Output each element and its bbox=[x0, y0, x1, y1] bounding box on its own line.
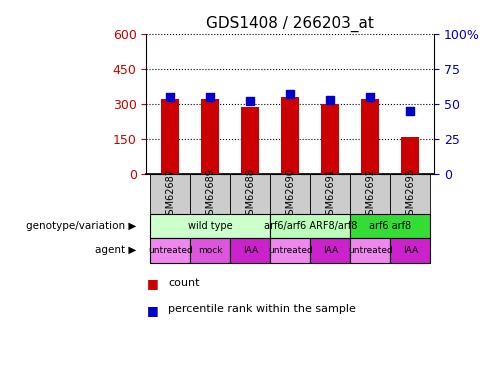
Bar bbox=[230, 174, 270, 214]
Point bbox=[166, 94, 174, 100]
Bar bbox=[242, 108, 259, 174]
Bar bbox=[282, 98, 299, 174]
Bar bbox=[190, 238, 230, 262]
Text: mock: mock bbox=[198, 246, 223, 255]
Bar bbox=[270, 238, 310, 262]
Text: arf6/arf6 ARF8/arf8: arf6/arf6 ARF8/arf8 bbox=[264, 221, 357, 231]
Text: GSM62692: GSM62692 bbox=[366, 168, 375, 221]
Point bbox=[326, 97, 334, 103]
Text: GSM62693: GSM62693 bbox=[406, 168, 415, 221]
Point bbox=[246, 98, 254, 104]
Text: arf6 arf8: arf6 arf8 bbox=[369, 221, 411, 231]
Text: ■: ■ bbox=[146, 304, 158, 317]
Text: GSM62691: GSM62691 bbox=[325, 168, 335, 221]
Text: genotype/variation ▶: genotype/variation ▶ bbox=[26, 221, 137, 231]
Bar bbox=[390, 174, 430, 214]
Text: percentile rank within the sample: percentile rank within the sample bbox=[168, 304, 356, 314]
Title: GDS1408 / 266203_at: GDS1408 / 266203_at bbox=[206, 16, 374, 32]
Point bbox=[286, 91, 294, 97]
Point bbox=[407, 108, 414, 114]
Bar bbox=[350, 214, 430, 238]
Point bbox=[366, 94, 374, 100]
Bar bbox=[361, 99, 379, 174]
Point bbox=[206, 94, 214, 100]
Bar bbox=[190, 174, 230, 214]
Text: IAA: IAA bbox=[243, 246, 258, 255]
Bar bbox=[310, 238, 350, 262]
Text: untreated: untreated bbox=[348, 246, 393, 255]
Text: GSM62688: GSM62688 bbox=[245, 168, 255, 221]
Text: GSM62687: GSM62687 bbox=[165, 168, 175, 221]
Text: ■: ■ bbox=[146, 278, 158, 291]
Bar bbox=[322, 104, 339, 174]
Bar bbox=[202, 99, 220, 174]
Text: wild type: wild type bbox=[188, 221, 233, 231]
Text: IAA: IAA bbox=[403, 246, 418, 255]
Bar bbox=[150, 174, 190, 214]
Bar bbox=[150, 214, 270, 238]
Text: untreated: untreated bbox=[268, 246, 313, 255]
Bar bbox=[350, 238, 390, 262]
Bar bbox=[310, 174, 350, 214]
Bar bbox=[350, 174, 390, 214]
Text: GSM62689: GSM62689 bbox=[205, 168, 215, 221]
Bar bbox=[270, 214, 350, 238]
Text: agent ▶: agent ▶ bbox=[95, 246, 137, 255]
Text: count: count bbox=[168, 278, 200, 288]
Bar bbox=[270, 174, 310, 214]
Bar bbox=[401, 137, 419, 174]
Bar bbox=[150, 238, 190, 262]
Text: IAA: IAA bbox=[323, 246, 338, 255]
Text: GSM62690: GSM62690 bbox=[285, 168, 295, 221]
Text: untreated: untreated bbox=[148, 246, 193, 255]
Bar bbox=[162, 99, 180, 174]
Bar bbox=[230, 238, 270, 262]
Bar bbox=[390, 238, 430, 262]
